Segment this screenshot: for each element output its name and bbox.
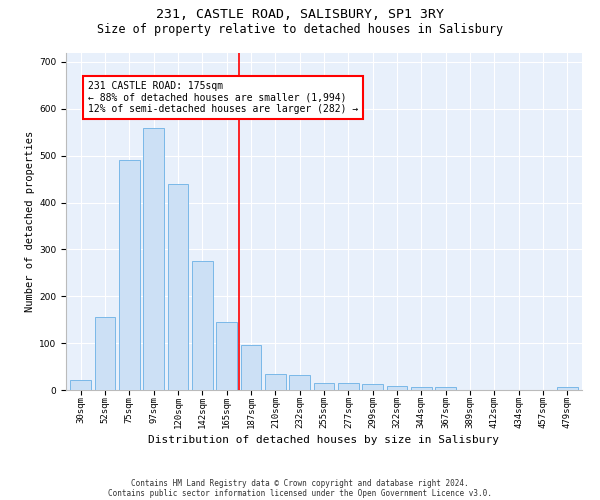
Y-axis label: Number of detached properties: Number of detached properties: [25, 130, 35, 312]
Bar: [557, 387, 578, 390]
Bar: [143, 128, 164, 390]
Bar: [95, 318, 115, 390]
Bar: [314, 383, 334, 390]
Bar: [411, 387, 432, 390]
Bar: [338, 383, 359, 390]
Bar: [70, 380, 91, 390]
Bar: [386, 386, 407, 390]
Text: 231 CASTLE ROAD: 175sqm
← 88% of detached houses are smaller (1,994)
12% of semi: 231 CASTLE ROAD: 175sqm ← 88% of detache…: [88, 80, 358, 114]
Text: Contains HM Land Registry data © Crown copyright and database right 2024.: Contains HM Land Registry data © Crown c…: [131, 478, 469, 488]
Text: Size of property relative to detached houses in Salisbury: Size of property relative to detached ho…: [97, 22, 503, 36]
Text: Contains public sector information licensed under the Open Government Licence v3: Contains public sector information licen…: [108, 488, 492, 498]
Bar: [436, 387, 456, 390]
Bar: [216, 322, 237, 390]
Bar: [192, 261, 212, 390]
Bar: [241, 344, 262, 390]
Bar: [289, 374, 310, 390]
Bar: [119, 160, 140, 390]
X-axis label: Distribution of detached houses by size in Salisbury: Distribution of detached houses by size …: [149, 436, 499, 446]
Bar: [265, 374, 286, 390]
Bar: [362, 384, 383, 390]
Text: 231, CASTLE ROAD, SALISBURY, SP1 3RY: 231, CASTLE ROAD, SALISBURY, SP1 3RY: [156, 8, 444, 20]
Bar: [167, 184, 188, 390]
